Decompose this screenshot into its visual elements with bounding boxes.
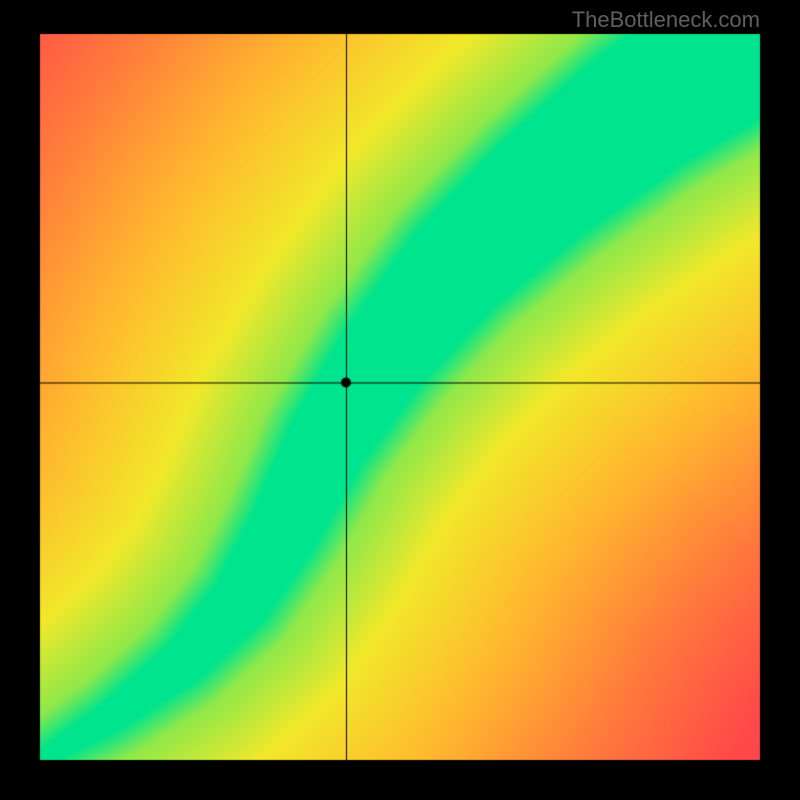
bottleneck-heatmap: [0, 0, 800, 800]
